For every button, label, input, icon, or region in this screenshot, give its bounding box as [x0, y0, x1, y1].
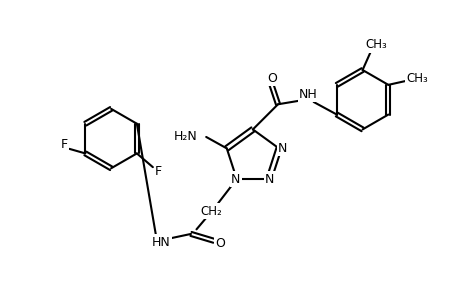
Text: NH: NH [298, 88, 317, 101]
Text: O: O [215, 237, 225, 250]
Text: N: N [277, 142, 287, 155]
Text: CH₃: CH₃ [405, 72, 427, 85]
Text: O: O [267, 72, 276, 85]
Text: N: N [230, 172, 240, 186]
Text: HN: HN [151, 236, 170, 249]
Text: CH₃: CH₃ [364, 38, 386, 51]
Text: F: F [60, 138, 67, 151]
Text: N: N [265, 172, 274, 186]
Text: F: F [154, 165, 162, 178]
Text: CH₂: CH₂ [200, 205, 222, 218]
Text: H₂N: H₂N [173, 130, 196, 143]
